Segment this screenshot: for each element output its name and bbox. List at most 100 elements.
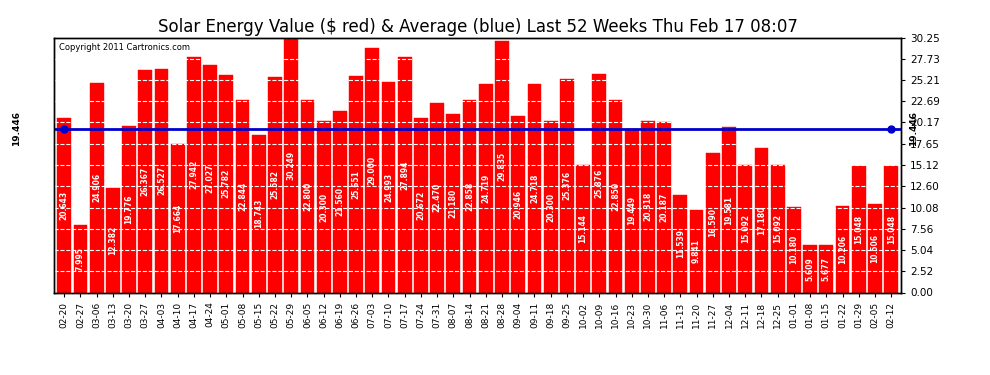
Bar xyxy=(690,210,704,292)
Text: 20.643: 20.643 xyxy=(59,191,68,220)
Bar xyxy=(884,166,898,292)
Bar xyxy=(787,207,801,292)
Text: 7.995: 7.995 xyxy=(76,247,85,271)
Text: 10.206: 10.206 xyxy=(838,235,847,264)
Text: 10.506: 10.506 xyxy=(870,234,879,263)
Text: 25.376: 25.376 xyxy=(562,171,571,200)
Text: 22.470: 22.470 xyxy=(433,183,442,212)
Text: 22.850: 22.850 xyxy=(611,182,620,211)
Text: 27.027: 27.027 xyxy=(206,164,215,193)
Text: 19.776: 19.776 xyxy=(125,195,134,224)
Text: 20.946: 20.946 xyxy=(514,190,523,219)
Text: 21.180: 21.180 xyxy=(448,189,457,218)
Text: 5.609: 5.609 xyxy=(806,257,815,281)
Bar xyxy=(431,103,445,292)
Bar xyxy=(171,144,184,292)
Text: 15.048: 15.048 xyxy=(887,214,896,244)
Text: 21.560: 21.560 xyxy=(336,187,345,216)
Title: Solar Energy Value ($ red) & Average (blue) Last 52 Weeks Thu Feb 17 08:07: Solar Energy Value ($ red) & Average (bl… xyxy=(157,18,798,36)
Bar xyxy=(642,121,654,292)
Bar xyxy=(446,114,460,292)
Bar xyxy=(673,195,687,292)
Text: 19.446: 19.446 xyxy=(910,111,919,146)
Text: 19.449: 19.449 xyxy=(628,196,637,225)
Text: 24.993: 24.993 xyxy=(384,172,393,202)
Bar xyxy=(803,245,817,292)
Text: 29.000: 29.000 xyxy=(367,156,377,185)
Bar xyxy=(754,148,768,292)
Text: 25.651: 25.651 xyxy=(351,170,360,199)
Text: 25.782: 25.782 xyxy=(222,169,231,198)
Text: 25.876: 25.876 xyxy=(595,169,604,198)
Text: 30.249: 30.249 xyxy=(287,150,296,180)
Bar xyxy=(236,100,249,292)
Bar xyxy=(90,82,104,292)
Text: 24.906: 24.906 xyxy=(92,173,101,202)
Bar xyxy=(657,122,671,292)
Bar xyxy=(57,118,71,292)
Text: 18.743: 18.743 xyxy=(254,199,263,228)
Text: 19.446: 19.446 xyxy=(12,111,21,146)
Bar xyxy=(739,165,752,292)
Bar xyxy=(301,100,314,292)
Text: Copyright 2011 Cartronics.com: Copyright 2011 Cartronics.com xyxy=(58,43,190,52)
Bar xyxy=(106,188,120,292)
Bar xyxy=(220,75,234,292)
Bar xyxy=(609,100,623,292)
Text: 29.835: 29.835 xyxy=(498,152,507,181)
Bar xyxy=(625,129,639,292)
Text: 17.180: 17.180 xyxy=(757,206,766,235)
Text: 20.318: 20.318 xyxy=(644,192,652,222)
Text: 15.092: 15.092 xyxy=(741,214,749,243)
Bar xyxy=(851,166,865,292)
Bar xyxy=(495,41,509,292)
Bar xyxy=(365,48,379,292)
Bar xyxy=(576,165,590,292)
Bar xyxy=(381,82,395,292)
Text: 20.187: 20.187 xyxy=(659,193,668,222)
Text: 25.582: 25.582 xyxy=(270,170,279,199)
Text: 9.841: 9.841 xyxy=(692,239,701,263)
Bar xyxy=(414,118,428,292)
Text: 20.300: 20.300 xyxy=(546,192,555,222)
Bar xyxy=(333,111,346,292)
Text: 24.719: 24.719 xyxy=(481,174,490,203)
Text: 12.382: 12.382 xyxy=(108,226,118,255)
Text: 5.677: 5.677 xyxy=(822,256,831,280)
Bar xyxy=(203,64,217,292)
Text: 20.672: 20.672 xyxy=(417,191,426,220)
Text: 27.942: 27.942 xyxy=(189,160,198,189)
Text: 24.718: 24.718 xyxy=(530,174,539,203)
Text: 27.894: 27.894 xyxy=(400,160,409,190)
Bar xyxy=(722,128,736,292)
Bar xyxy=(560,79,574,292)
Text: 26.527: 26.527 xyxy=(157,166,166,195)
Text: 15.144: 15.144 xyxy=(578,214,588,243)
Text: 22.800: 22.800 xyxy=(303,182,312,211)
Text: 22.844: 22.844 xyxy=(238,182,248,211)
Bar xyxy=(187,57,201,292)
Text: 15.048: 15.048 xyxy=(854,214,863,244)
Text: 22.858: 22.858 xyxy=(465,182,474,211)
Text: 26.367: 26.367 xyxy=(141,167,149,196)
Bar xyxy=(268,77,282,292)
Bar xyxy=(122,126,136,292)
Bar xyxy=(462,100,476,292)
Text: 17.664: 17.664 xyxy=(173,203,182,232)
Bar xyxy=(139,70,152,292)
Bar xyxy=(771,165,784,292)
Bar xyxy=(479,84,493,292)
Text: 19.581: 19.581 xyxy=(725,195,734,225)
Text: 16.590: 16.590 xyxy=(708,208,718,237)
Bar xyxy=(73,225,87,292)
Text: 15.092: 15.092 xyxy=(773,214,782,243)
Text: 11.539: 11.539 xyxy=(676,230,685,258)
Bar xyxy=(592,74,606,292)
Bar xyxy=(284,38,298,292)
Bar xyxy=(398,57,412,292)
Bar xyxy=(317,122,331,292)
Bar xyxy=(528,84,542,292)
Bar xyxy=(511,116,525,292)
Text: 10.180: 10.180 xyxy=(789,235,798,264)
Bar xyxy=(868,204,882,292)
